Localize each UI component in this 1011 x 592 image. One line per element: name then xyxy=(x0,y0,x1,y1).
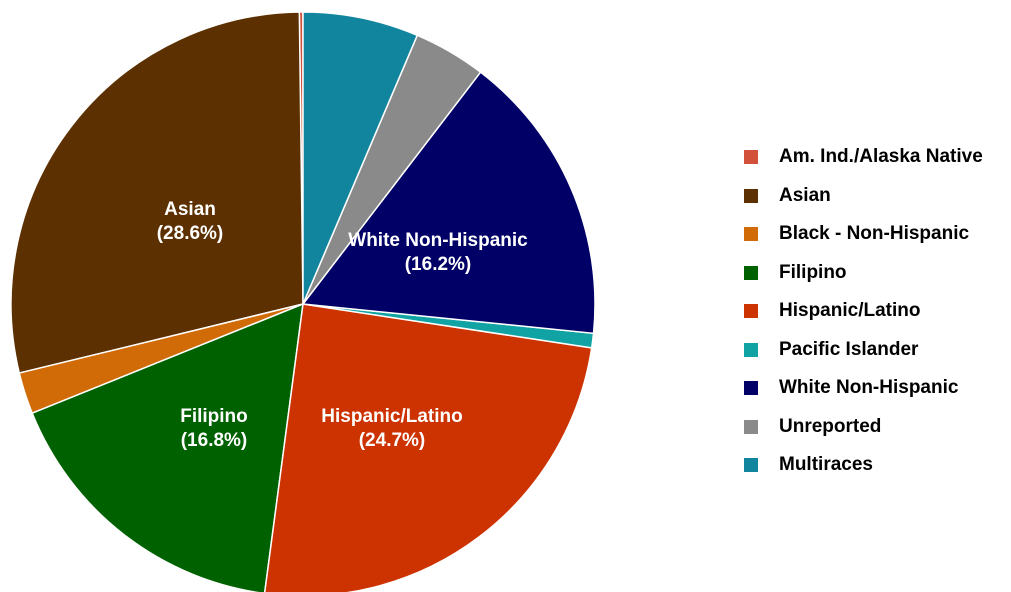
slice-percent-asian: (28.6%) xyxy=(157,223,224,244)
legend-label: Am. Ind./Alaska Native xyxy=(779,146,983,168)
slice-percent-white-non-hispanic: (16.2%) xyxy=(405,254,472,275)
slice-label-white-non-hispanic: White Non-Hispanic xyxy=(348,230,528,251)
legend-label: White Non-Hispanic xyxy=(779,377,959,399)
slice-label-filipino: Filipino xyxy=(180,406,248,427)
pie-slice-hispanic-latino xyxy=(264,303,593,592)
slice-percent-filipino: (16.8%) xyxy=(181,430,248,451)
legend-label: Black - Non-Hispanic xyxy=(779,223,970,245)
legend-item-multiraces: Multiraces xyxy=(744,446,983,485)
legend-label: Filipino xyxy=(779,261,847,283)
pie-chart: Asian (28.6%) Filipino (16.8%) Hispanic/Lati… xyxy=(10,11,596,592)
legend-swatch xyxy=(744,150,758,165)
legend-label: Multiraces xyxy=(779,454,873,476)
legend-swatch xyxy=(744,227,758,242)
legend-swatch xyxy=(744,342,758,357)
pie-slice-multiraces xyxy=(302,11,419,305)
slice-percent-hispanic-latino: (24.7%) xyxy=(359,430,426,451)
legend-item-filipino: Filipino xyxy=(744,254,983,293)
legend-item-black-non-hispanic: Black - Non-Hispanic xyxy=(744,215,983,254)
legend-label: Hispanic/Latino xyxy=(779,300,921,322)
legend-swatch xyxy=(744,188,758,203)
legend-item-unreported: Unreported xyxy=(744,408,983,447)
legend-swatch xyxy=(744,304,758,319)
pie-slice-filipino xyxy=(31,302,304,592)
pie-slice-asian xyxy=(10,11,304,374)
legend-item-asian: Asian xyxy=(744,177,983,216)
pie-slice-white-non-hispanic xyxy=(301,71,596,335)
legend-label: Unreported xyxy=(779,415,882,437)
legend-swatch xyxy=(744,265,758,280)
legend-label: Pacific Islander xyxy=(779,338,919,360)
legend-swatch xyxy=(744,381,758,396)
legend-swatch xyxy=(744,458,758,473)
slice-label-asian: Asian xyxy=(164,199,216,220)
legend-item-am-ind-alaska-native: Am. Ind./Alaska Native xyxy=(744,138,983,177)
legend-item-hispanic-latino: Hispanic/Latino xyxy=(744,292,983,331)
legend-item-pacific-islander: Pacific Islander xyxy=(744,331,983,370)
legend-label: Asian xyxy=(779,184,831,206)
slice-label-hispanic-latino: Hispanic/Latino xyxy=(321,406,462,427)
legend-item-white-non-hispanic: White Non-Hispanic xyxy=(744,369,983,408)
legend: Am. Ind./Alaska Native Asian Black - Non-H… xyxy=(744,138,983,485)
legend-swatch xyxy=(744,419,758,434)
